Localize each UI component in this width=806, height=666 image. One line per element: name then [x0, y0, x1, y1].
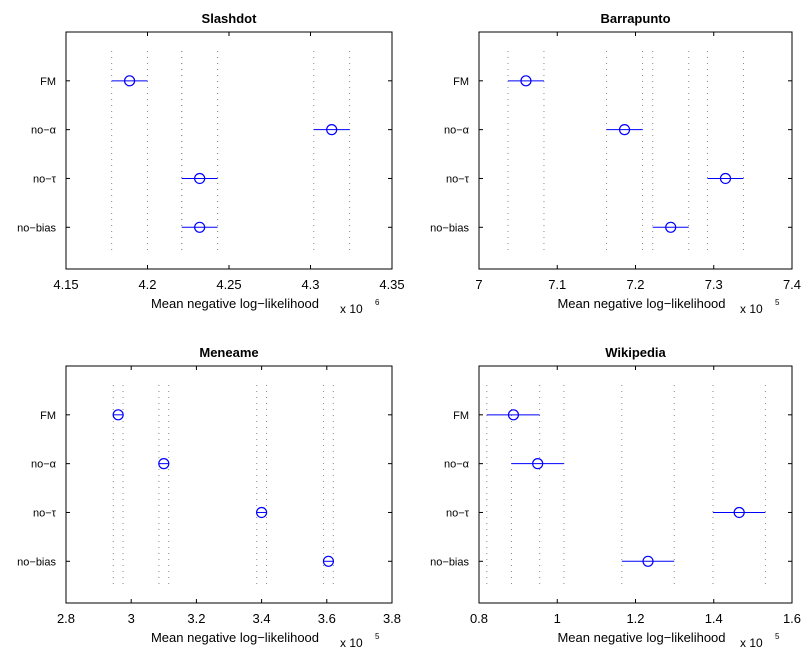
category-label: no−α [31, 459, 57, 471]
x-tick-label: 7 [475, 277, 482, 292]
category-label: no−τ [33, 507, 57, 519]
category-label: no−bias [17, 222, 56, 234]
x-tick-label: 4.35 [379, 277, 404, 292]
x-tick-label: 3.8 [383, 611, 401, 626]
chart-title: Meneame [199, 345, 258, 360]
chart-title: Wikipedia [605, 345, 666, 360]
x-tick-label: 3.4 [253, 611, 271, 626]
category-label: no−bias [430, 556, 469, 568]
axes-box [65, 31, 393, 270]
category-label: no−bias [17, 556, 56, 568]
category-label: FM [40, 410, 56, 422]
mean-marker [719, 172, 732, 185]
x-tick-label: 1.6 [783, 611, 801, 626]
category-label: FM [453, 410, 469, 422]
axes-box [65, 365, 393, 604]
chart-title: Barrapunto [600, 11, 670, 26]
category-label: no−α [444, 125, 470, 137]
mean-marker [194, 172, 206, 185]
axis-multiplier: x 10 [340, 302, 363, 316]
axis-multiplier: x 10 [740, 302, 763, 316]
x-tick-label: 4.3 [301, 277, 319, 292]
category-label: no−α [31, 125, 57, 137]
x-tick-label: 2.8 [57, 611, 75, 626]
x-tick-label: 3.2 [187, 611, 205, 626]
chart-title: Slashdot [202, 11, 258, 26]
category-label: no−bias [430, 222, 469, 234]
x-axis-label: Mean negative log−likelihood [557, 296, 725, 311]
axis-multiplier-exponent: 5 [775, 632, 780, 641]
mean-marker [733, 506, 745, 519]
mean-marker [158, 458, 170, 470]
category-label: no−τ [446, 173, 470, 185]
mean-marker [618, 124, 631, 136]
x-tick-label: 1.2 [626, 611, 644, 626]
x-tick-label: 7.1 [548, 277, 566, 292]
category-label: no−τ [446, 507, 470, 519]
mean-marker [326, 124, 338, 136]
mean-marker [642, 555, 654, 567]
mean-marker [256, 506, 268, 519]
x-tick-label: 3 [128, 611, 135, 626]
category-label: FM [40, 76, 56, 88]
axis-multiplier-exponent: 5 [375, 632, 380, 641]
mean-marker [322, 555, 335, 567]
x-tick-label: 4.25 [216, 277, 241, 292]
x-tick-label: 1.4 [705, 611, 723, 626]
axis-multiplier-exponent: 5 [775, 298, 780, 307]
mean-marker [532, 458, 544, 470]
category-label: no−α [444, 459, 470, 471]
x-tick-label: 7.4 [783, 277, 801, 292]
mean-marker [123, 75, 136, 87]
axis-multiplier: x 10 [340, 636, 363, 650]
mean-marker [507, 409, 520, 421]
mean-marker [112, 409, 124, 421]
x-tick-label: 3.6 [318, 611, 336, 626]
x-axis-label: Mean negative log−likelihood [151, 296, 319, 311]
x-tick-label: 4.2 [138, 277, 156, 292]
mean-marker [520, 75, 532, 87]
x-tick-label: 4.15 [53, 277, 78, 292]
mean-marker [665, 221, 677, 233]
axis-multiplier-exponent: 6 [375, 298, 380, 307]
x-tick-label: 7.2 [626, 277, 644, 292]
category-label: no−τ [33, 173, 57, 185]
x-tick-label: 7.3 [705, 277, 723, 292]
axis-multiplier: x 10 [740, 636, 763, 650]
mean-marker [194, 221, 206, 233]
axes-box [478, 365, 793, 604]
x-tick-label: 1 [554, 611, 561, 626]
x-axis-label: Mean negative log−likelihood [151, 630, 319, 645]
axes-box [478, 31, 793, 270]
category-label: FM [453, 76, 469, 88]
x-axis-label: Mean negative log−likelihood [557, 630, 725, 645]
x-tick-label: 0.8 [470, 611, 488, 626]
